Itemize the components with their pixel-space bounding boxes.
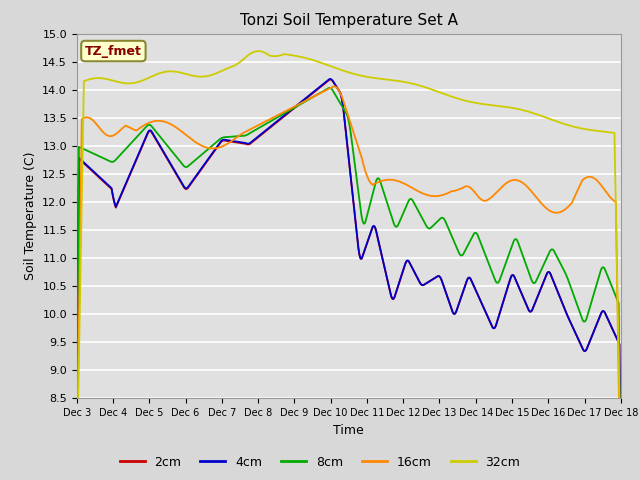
- X-axis label: Time: Time: [333, 424, 364, 437]
- Legend: 2cm, 4cm, 8cm, 16cm, 32cm: 2cm, 4cm, 8cm, 16cm, 32cm: [115, 451, 525, 474]
- Y-axis label: Soil Temperature (C): Soil Temperature (C): [24, 152, 36, 280]
- Title: Tonzi Soil Temperature Set A: Tonzi Soil Temperature Set A: [240, 13, 458, 28]
- Text: TZ_fmet: TZ_fmet: [85, 45, 142, 58]
